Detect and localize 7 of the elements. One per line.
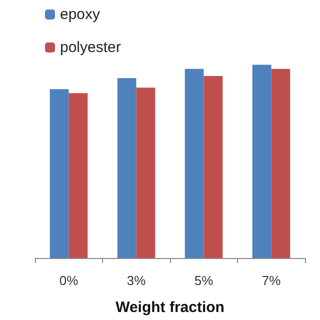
x-tick-label: 5% [194, 273, 214, 288]
x-tick-label: 3% [126, 273, 146, 288]
legend-label: epoxy [60, 6, 101, 23]
x-tick-label: 0% [59, 273, 79, 288]
x-tick-label: 7% [262, 273, 282, 288]
x-axis-title: Weight fraction [116, 299, 224, 316]
legend-label: polyester [60, 39, 121, 56]
